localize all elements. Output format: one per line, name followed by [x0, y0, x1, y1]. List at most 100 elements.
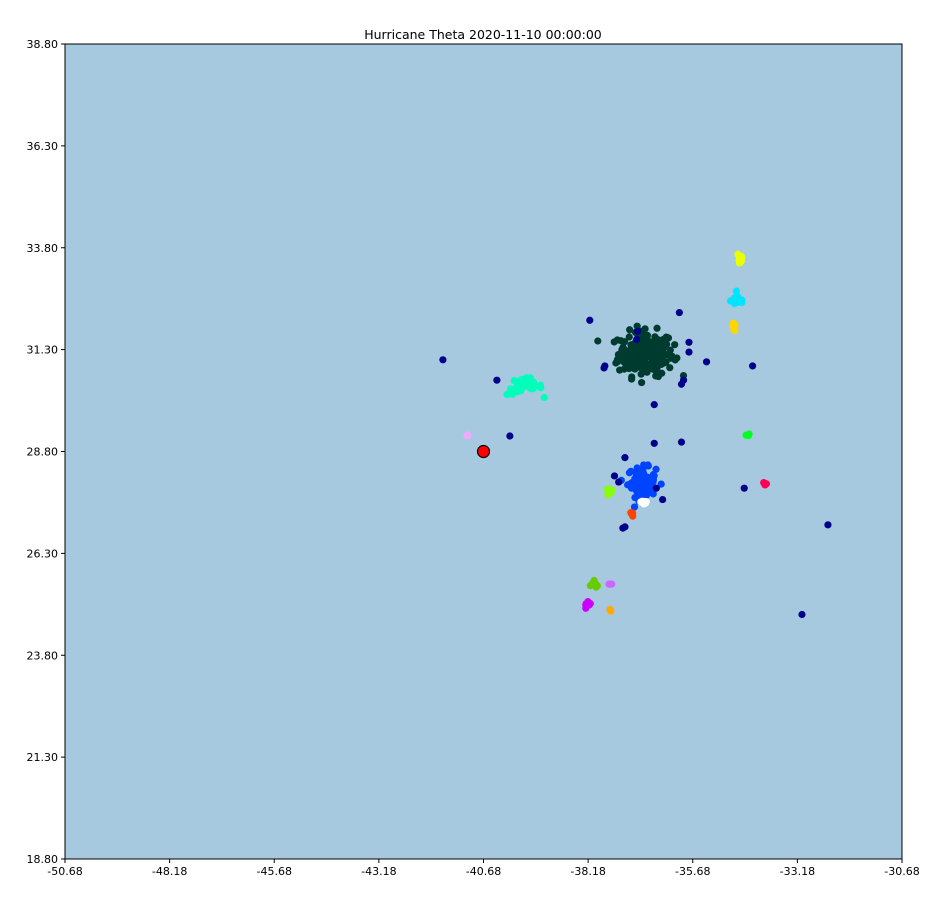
cluster-point [516, 387, 525, 395]
cluster-point [631, 493, 639, 502]
cluster-point [638, 378, 646, 387]
scattered-point [749, 362, 757, 370]
scattered-point [798, 610, 806, 619]
scattered-point [439, 356, 447, 364]
cluster-point [638, 481, 646, 490]
cluster-point [628, 375, 636, 383]
cluster-point [657, 353, 665, 362]
cluster-point [657, 342, 665, 350]
x-tick-label: -43.18 [361, 865, 396, 878]
scattered-point [650, 401, 658, 409]
cluster-point [653, 358, 661, 367]
cluster-point [736, 253, 744, 262]
x-tick-label: -33.18 [780, 865, 815, 878]
x-axis: -50.68 -48.18 -45.68 -43.18 -40.68 -38.18 -35.… [47, 859, 920, 878]
cluster-point [641, 341, 649, 349]
y-tick-label: 38.80 [27, 38, 59, 51]
x-tick-label: -48.18 [152, 865, 187, 878]
scattered-point [650, 439, 658, 447]
x-tick-label: -30.68 [884, 865, 919, 878]
y-tick-label: 21.30 [27, 751, 59, 764]
cluster-point [610, 338, 618, 346]
cluster-point [641, 492, 649, 500]
scattered-point [615, 478, 623, 486]
scattered-point [652, 484, 660, 492]
cluster-point [640, 461, 648, 469]
hurricane-center-layer [476, 444, 491, 459]
scattered-point [600, 364, 608, 372]
scattered-point [586, 316, 594, 324]
cluster-point [731, 296, 739, 304]
cluster-point [623, 347, 631, 355]
cluster-point [594, 337, 602, 345]
scattered-point [621, 454, 629, 462]
scattered-point [685, 338, 693, 346]
chart-title: Hurricane Theta 2020-11-10 00:00:00 [364, 27, 602, 42]
cluster-point [637, 360, 645, 368]
cluster-point [625, 333, 633, 341]
cluster-point [666, 364, 674, 372]
cluster-point [762, 480, 771, 488]
cluster-point [652, 367, 660, 375]
cluster-point [634, 343, 642, 351]
y-tick-label: 33.80 [27, 242, 59, 255]
cluster-point [614, 357, 622, 366]
cluster-point [671, 341, 679, 349]
y-tick-label: 28.80 [27, 446, 59, 459]
cluster-point [617, 337, 625, 345]
scattered-point [621, 523, 629, 531]
y-tick-label: 36.30 [27, 140, 59, 153]
cluster-point [633, 464, 641, 472]
scattered-point [702, 358, 711, 366]
cluster-point [657, 480, 665, 488]
scattered-point [685, 348, 693, 356]
cluster-point [647, 360, 655, 368]
scattered-point [675, 308, 683, 317]
cluster-point [744, 431, 753, 440]
cluster-point [673, 354, 681, 362]
cluster-point [463, 432, 471, 440]
cluster-point [652, 465, 660, 473]
scatter-points [439, 250, 832, 619]
cluster-point [729, 319, 738, 327]
y-tick-label: 26.30 [27, 547, 59, 560]
cluster-point [540, 393, 548, 402]
scattered-point [659, 495, 667, 504]
cluster-point [603, 486, 612, 494]
cluster-point [653, 324, 661, 332]
cluster-point [585, 600, 593, 608]
cluster-point [629, 348, 637, 356]
cluster-point [638, 497, 646, 505]
cluster-point [667, 354, 675, 362]
cluster-point [606, 580, 614, 588]
scattered-point [740, 484, 748, 492]
cluster-point [648, 348, 656, 357]
hurricane-center-marker [476, 444, 491, 459]
cluster-point [630, 355, 638, 363]
x-tick-label: -40.68 [466, 865, 501, 878]
cluster-point [506, 385, 515, 393]
cluster-point [627, 509, 636, 518]
y-tick-label: 18.80 [27, 853, 59, 866]
cluster-point [736, 259, 744, 267]
cluster-point [662, 333, 670, 341]
scattered-point [677, 380, 686, 388]
x-tick-label: -45.68 [257, 865, 292, 878]
cluster-point [621, 358, 629, 366]
x-tick-label: -35.68 [675, 865, 710, 878]
scattered-point [493, 376, 501, 384]
cluster-point [641, 325, 649, 333]
cluster-point [626, 326, 634, 334]
cluster-point [625, 469, 634, 477]
x-tick-label: -38.18 [570, 865, 605, 878]
y-axis: 18.80 21.30 23.80 26.30 28.80 31.30 33.80 36.30… [27, 38, 65, 866]
cluster-point [526, 384, 535, 392]
cluster-point [626, 480, 634, 488]
cluster-point [731, 326, 739, 335]
cluster-point [630, 503, 639, 511]
cluster-point [732, 287, 741, 295]
cluster-point [654, 372, 662, 381]
scattered-point [633, 327, 642, 335]
scattered-point [633, 335, 641, 344]
scattered-point [506, 432, 514, 440]
